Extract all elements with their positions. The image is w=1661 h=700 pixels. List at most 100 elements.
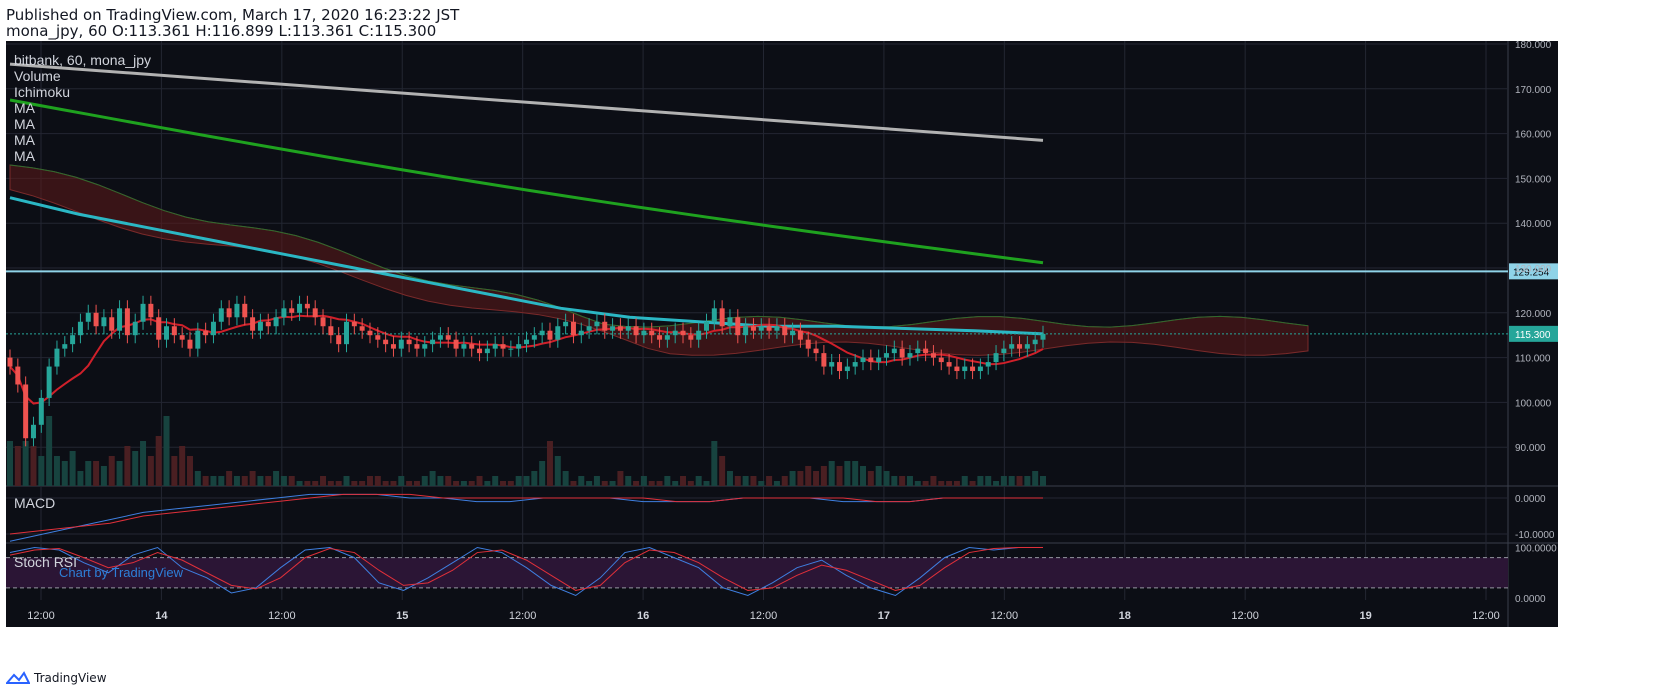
- candle-body: [899, 348, 905, 358]
- volume-bar: [758, 481, 765, 486]
- volume-bar: [202, 476, 209, 486]
- volume-bar: [617, 471, 624, 486]
- volume-bar: [437, 476, 444, 486]
- volume-bar: [233, 476, 240, 486]
- stoch-rsi-pane: [6, 546, 1508, 597]
- volume-bar: [883, 471, 890, 486]
- volume-bar: [429, 471, 436, 486]
- axes: 180.000 170.000 160.000 150.000 140.000 130.0…: [27, 40, 1557, 622]
- candle-body: [594, 321, 600, 327]
- candle-body: [930, 353, 936, 358]
- volume-bar: [813, 471, 820, 486]
- volume-bar: [789, 471, 796, 486]
- volume-bar: [953, 481, 960, 486]
- legend-title: bitbank, 60, mona_jpy: [14, 52, 151, 68]
- candle-body: [375, 335, 381, 340]
- candle-body: [320, 317, 326, 327]
- volume-bar: [30, 446, 37, 486]
- ichimoku-cloud: [9, 164, 1309, 356]
- volume-bar: [531, 471, 538, 486]
- volume-bar: [406, 481, 413, 486]
- candle-body: [508, 348, 514, 350]
- candle-body: [187, 339, 193, 349]
- candle-body: [703, 321, 709, 331]
- candle-body: [664, 335, 670, 340]
- volume-bar: [7, 441, 13, 486]
- volume-bar: [828, 461, 835, 486]
- volume-bar: [664, 476, 671, 486]
- candle-body: [30, 424, 36, 439]
- volume-bar: [586, 481, 593, 486]
- volume-bar: [257, 476, 264, 486]
- footer[interactable]: TradingView: [6, 671, 107, 685]
- volume-bar: [570, 481, 577, 486]
- x-tick-label: 15: [396, 610, 408, 622]
- volume-bars: [7, 416, 1046, 486]
- volume-bar: [390, 481, 397, 486]
- volume-bar: [273, 471, 280, 486]
- volume-bar: [100, 466, 107, 486]
- candle-body: [437, 335, 443, 340]
- y-tick-label: 90.000: [1515, 443, 1546, 454]
- volume-bar: [85, 461, 92, 486]
- candle-body: [422, 344, 428, 349]
- volume-bar: [922, 481, 929, 486]
- volume-bar: [906, 476, 913, 486]
- x-tick-label: 12:00: [1231, 610, 1259, 622]
- candle-body: [860, 357, 866, 363]
- macd-tick-label: 0.0000: [1515, 494, 1546, 505]
- ma-green-line: [9, 98, 1044, 265]
- volume-bar: [382, 481, 389, 486]
- volume-bar: [218, 476, 225, 486]
- y-tick-label: 120.000: [1515, 309, 1552, 320]
- x-tick-label: 12:00: [509, 610, 537, 622]
- candle-body: [312, 308, 318, 318]
- senkou-span-a: [9, 164, 1309, 328]
- volume-bar: [46, 416, 53, 486]
- candle-body: [837, 362, 843, 372]
- publish-line: Published on TradingView.com, March 17, …: [6, 6, 460, 24]
- candle-body: [242, 303, 248, 318]
- stoch-band: [6, 557, 1508, 588]
- x-tick-label: 17: [878, 610, 890, 622]
- candle-body: [1032, 339, 1038, 345]
- candle-body: [750, 326, 756, 331]
- candle-body: [970, 366, 976, 372]
- volume-bar: [194, 471, 201, 486]
- candle-body: [124, 308, 130, 336]
- volume-bar: [374, 476, 381, 486]
- candle-body: [406, 339, 412, 345]
- volume-bar: [554, 456, 561, 486]
- candle-body: [351, 321, 357, 327]
- candle-body: [281, 308, 287, 318]
- candle-body: [516, 344, 522, 349]
- volume-bar: [766, 476, 773, 486]
- volume-bar: [186, 456, 193, 486]
- y-tick-label: 140.000: [1515, 219, 1552, 230]
- volume-bar: [852, 461, 859, 486]
- candle-body: [461, 344, 467, 349]
- volume-bar: [656, 481, 663, 486]
- volume-bar: [695, 476, 702, 486]
- candles: [7, 295, 1046, 447]
- signal-line: [9, 493, 1043, 535]
- candle-body: [1017, 344, 1023, 349]
- legend-ma-2: MA: [14, 116, 36, 132]
- volume-bar: [875, 466, 882, 486]
- candle-body: [445, 335, 451, 340]
- volume-bar: [445, 476, 452, 486]
- candle-body: [555, 326, 561, 340]
- volume-bar: [210, 476, 217, 486]
- x-tick-label: 12:00: [991, 610, 1019, 622]
- candle-body: [101, 317, 107, 327]
- candle-body: [304, 303, 310, 309]
- tradingview-logo-icon: [6, 671, 30, 684]
- candle-body: [430, 339, 436, 345]
- candle-body: [891, 348, 897, 354]
- ma-gray-line: [9, 62, 1044, 142]
- volume-bar: [961, 476, 968, 486]
- candle-body: [727, 317, 733, 327]
- volume-bar: [460, 481, 467, 486]
- candle-body: [273, 317, 279, 327]
